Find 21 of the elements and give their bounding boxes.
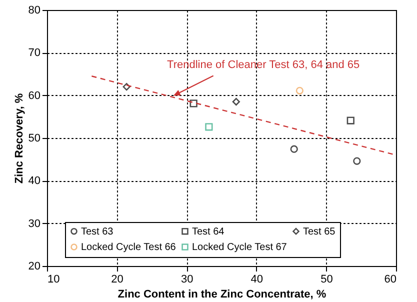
x-tick-label: 60	[384, 274, 396, 286]
y-tick-label: 80	[28, 4, 40, 16]
legend-label: Locked Cycle Test 67	[192, 242, 288, 253]
x-axis-title: Zinc Content in the Zinc Concentrate, %	[118, 288, 326, 300]
x-tick-label: 50	[320, 274, 333, 286]
y-tick-label: 40	[28, 175, 40, 188]
y-tick-label: 50	[28, 132, 40, 144]
y-tick-label: 70	[28, 47, 40, 60]
y-tick-label: 60	[28, 90, 40, 102]
x-tick-label: 40	[250, 274, 264, 286]
x-tick-label: 10	[48, 274, 60, 286]
x-tick-label: 30	[180, 274, 194, 286]
legend-label: Test 63	[81, 226, 114, 238]
y-tick-label: 20	[28, 260, 40, 272]
y-axis-title: Zinc Recovery, %	[13, 93, 26, 184]
annotation: Trendline of Cleaner Test 63, 64 and 65	[167, 58, 360, 71]
y-tick-label: 30	[28, 218, 40, 230]
x-tick-label: 20	[111, 274, 124, 286]
legend-label: Test 64	[192, 226, 225, 238]
legend-label: Test 65	[303, 226, 336, 238]
legend-label: Locked Cycle Test 66	[81, 242, 176, 253]
